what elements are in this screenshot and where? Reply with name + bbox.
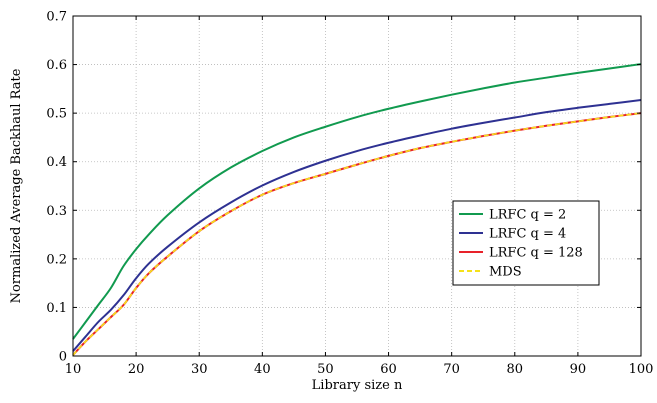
y-tick-label: 0.6 bbox=[46, 58, 67, 73]
y-axis-title: Normalized Average Backhaul Rate bbox=[9, 68, 24, 303]
x-tick-label: 40 bbox=[254, 362, 271, 377]
y-tick-label: 0.4 bbox=[46, 155, 67, 170]
x-tick-label: 20 bbox=[128, 362, 145, 377]
x-axis-title: Library size n bbox=[312, 378, 403, 393]
x-tick-label: 10 bbox=[65, 362, 82, 377]
legend-label: LRFC q = 128 bbox=[489, 246, 583, 261]
legend-label: MDS bbox=[489, 265, 522, 280]
x-tick-label: 100 bbox=[629, 362, 654, 377]
x-tick-label: 70 bbox=[443, 362, 460, 377]
x-tick-label: 90 bbox=[570, 362, 587, 377]
x-tick-label: 30 bbox=[191, 362, 208, 377]
series-line-1 bbox=[72, 63, 642, 340]
legend-label: LRFC q = 2 bbox=[489, 208, 566, 223]
grid bbox=[73, 16, 641, 356]
x-tick-label: 60 bbox=[380, 362, 397, 377]
y-tick-label: 0 bbox=[59, 350, 67, 365]
y-tick-label: 0.7 bbox=[46, 10, 67, 25]
legend: LRFC q = 2 LRFC q = 4 LRFC q = 128 MDS bbox=[452, 200, 600, 286]
y-tick-label: 0.5 bbox=[46, 107, 67, 122]
plot-frame bbox=[72, 15, 642, 357]
y-tick-label: 0.2 bbox=[46, 252, 67, 267]
x-tick-label: 80 bbox=[507, 362, 524, 377]
x-tick-label: 50 bbox=[317, 362, 334, 377]
legend-label: LRFC q = 4 bbox=[489, 227, 566, 242]
series-line-2 bbox=[72, 99, 642, 352]
y-tick-label: 0.1 bbox=[46, 301, 67, 316]
y-tick-label: 0.3 bbox=[46, 204, 67, 219]
axis-ticks: 10 20 30 40 50 60 70 80 90 100 0 0.1 0.2 0.3 0.4 0.5 0.6… bbox=[46, 10, 653, 378]
series-lines bbox=[72, 63, 642, 356]
series-line-4 bbox=[72, 112, 642, 356]
